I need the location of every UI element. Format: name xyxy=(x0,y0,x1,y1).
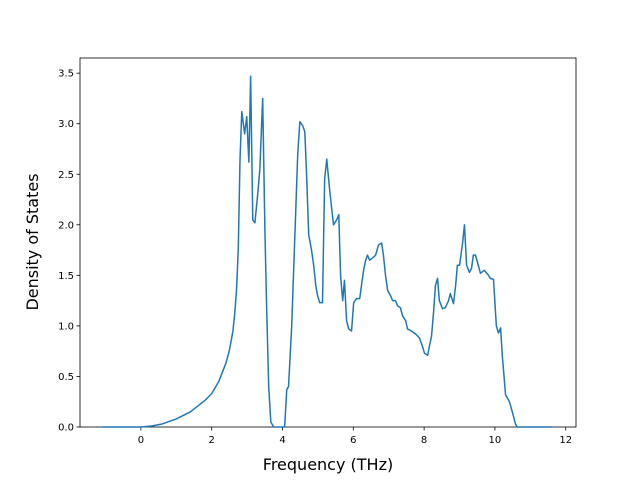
y-tick-label: 0.5 xyxy=(58,372,74,383)
x-tick-label: 8 xyxy=(421,435,427,446)
x-tick-label: 0 xyxy=(138,435,144,446)
y-tick-label: 3.5 xyxy=(58,69,74,80)
y-axis-label: Density of States xyxy=(23,173,42,310)
x-tick-label: 12 xyxy=(559,435,572,446)
y-tick-label: 3.0 xyxy=(58,119,74,130)
x-tick-label: 6 xyxy=(350,435,356,446)
y-tick-label: 1.0 xyxy=(58,321,74,332)
plot-frame xyxy=(79,57,577,428)
x-tick-label: 4 xyxy=(279,435,285,446)
y-tick-label: 2.5 xyxy=(58,170,74,181)
x-tick-label: 10 xyxy=(489,435,502,446)
x-tick-label: 2 xyxy=(209,435,215,446)
x-axis-label: Frequency (THz) xyxy=(263,455,393,474)
data-line xyxy=(101,75,553,428)
y-tick-label: 2.0 xyxy=(58,220,74,231)
y-tick-label: 0.0 xyxy=(58,423,74,434)
y-tick-label: 1.5 xyxy=(58,271,74,282)
